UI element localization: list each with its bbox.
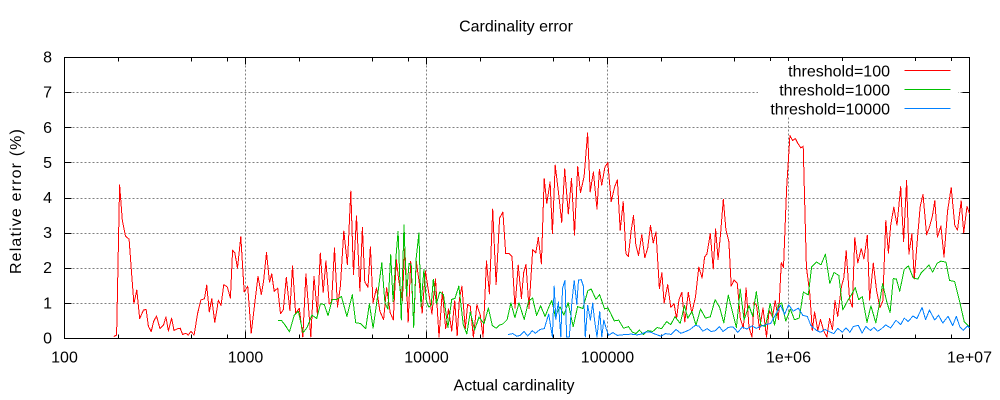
svg-text:1000: 1000 (228, 350, 264, 367)
svg-text:7: 7 (43, 85, 52, 102)
svg-text:100000: 100000 (581, 350, 634, 367)
svg-text:4: 4 (43, 190, 52, 207)
svg-text:10000: 10000 (404, 350, 449, 367)
svg-text:8: 8 (43, 50, 52, 67)
svg-text:Relative error (%): Relative error (%) (8, 128, 25, 274)
svg-text:3: 3 (43, 225, 52, 242)
svg-text:threshold=10000: threshold=10000 (770, 101, 890, 118)
svg-text:100: 100 (51, 350, 78, 367)
svg-text:threshold=100: threshold=100 (788, 63, 890, 80)
svg-text:1e+07: 1e+07 (947, 350, 992, 367)
svg-text:threshold=1000: threshold=1000 (779, 82, 890, 99)
svg-text:1: 1 (43, 295, 52, 312)
svg-text:1e+06: 1e+06 (766, 350, 811, 367)
svg-text:0: 0 (43, 331, 52, 348)
svg-text:Cardinality error: Cardinality error (459, 19, 573, 36)
svg-text:6: 6 (43, 120, 52, 137)
svg-text:Actual cardinality: Actual cardinality (454, 378, 575, 395)
svg-text:5: 5 (43, 155, 52, 172)
svg-text:2: 2 (43, 260, 52, 277)
